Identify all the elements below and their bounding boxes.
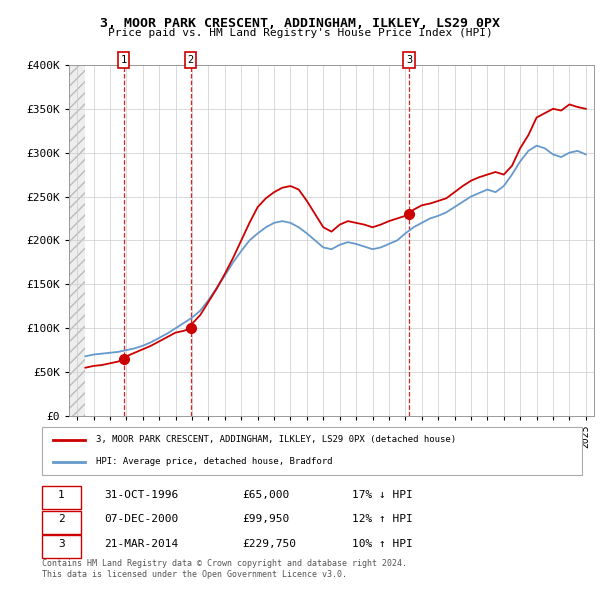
FancyBboxPatch shape (42, 486, 81, 509)
Text: 12% ↑ HPI: 12% ↑ HPI (353, 514, 413, 524)
Text: 3, MOOR PARK CRESCENT, ADDINGHAM, ILKLEY, LS29 0PX: 3, MOOR PARK CRESCENT, ADDINGHAM, ILKLEY… (100, 17, 500, 30)
Text: 10% ↑ HPI: 10% ↑ HPI (353, 539, 413, 549)
Text: HPI: Average price, detached house, Bradford: HPI: Average price, detached house, Brad… (96, 457, 332, 466)
Text: 2: 2 (58, 514, 65, 524)
Text: Contains HM Land Registry data © Crown copyright and database right 2024.: Contains HM Land Registry data © Crown c… (42, 559, 407, 568)
Text: 07-DEC-2000: 07-DEC-2000 (104, 514, 178, 524)
Text: 31-OCT-1996: 31-OCT-1996 (104, 490, 178, 500)
Bar (69, 65, 85, 416)
Text: 17% ↓ HPI: 17% ↓ HPI (353, 490, 413, 500)
Text: Price paid vs. HM Land Registry's House Price Index (HPI): Price paid vs. HM Land Registry's House … (107, 28, 493, 38)
FancyBboxPatch shape (42, 427, 582, 475)
Text: £229,750: £229,750 (242, 539, 296, 549)
Text: 3: 3 (406, 55, 412, 65)
Text: 1: 1 (58, 490, 65, 500)
FancyBboxPatch shape (42, 535, 81, 558)
Text: £65,000: £65,000 (242, 490, 289, 500)
Text: 1: 1 (121, 55, 127, 65)
Text: 2: 2 (188, 55, 194, 65)
Text: 3, MOOR PARK CRESCENT, ADDINGHAM, ILKLEY, LS29 0PX (detached house): 3, MOOR PARK CRESCENT, ADDINGHAM, ILKLEY… (96, 435, 456, 444)
Text: £99,950: £99,950 (242, 514, 289, 524)
Text: 3: 3 (58, 539, 65, 549)
FancyBboxPatch shape (42, 511, 81, 534)
Text: 21-MAR-2014: 21-MAR-2014 (104, 539, 178, 549)
Text: This data is licensed under the Open Government Licence v3.0.: This data is licensed under the Open Gov… (42, 571, 347, 579)
